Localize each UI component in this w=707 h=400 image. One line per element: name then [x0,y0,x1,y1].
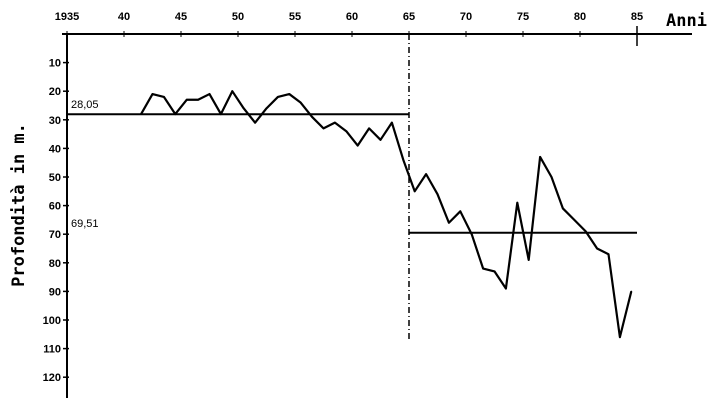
data-point [140,113,142,115]
y-tick-label: 60 [49,201,61,213]
y-tick-label: 10 [49,58,61,70]
data-point [391,121,393,124]
y-tick-label: 90 [49,286,61,298]
data-point [596,247,598,250]
data-point [151,93,154,95]
data-point [550,176,553,178]
data-point [459,210,462,213]
y-tick-label: 110 [43,344,61,356]
chart-ticks: 1935 40 45 50 55 60 65 70 75 80 85 10 20 30 40 50 60 70 80… [43,11,643,384]
y-tick-label: 30 [49,115,61,127]
data-point [573,219,576,221]
y-tick-label: 120 [43,372,61,384]
chart-series [140,90,633,339]
x-tick-label: 50 [232,11,244,23]
data-point [448,221,450,224]
data-point [242,107,245,110]
x-tick-label: 45 [175,11,187,23]
x-tick-label: 85 [631,11,643,23]
reference-label: 69,51 [71,218,99,230]
y-axis-label: Profondità in m. [9,123,29,287]
x-tick-label: 80 [574,11,586,23]
series-line [140,90,633,339]
data-point [185,98,188,101]
data-point [402,159,405,161]
y-tick-label: 80 [49,258,61,270]
data-point [356,144,359,147]
chart-axes [62,33,692,398]
data-point [413,190,416,193]
data-point [482,267,484,270]
data-point [493,270,496,273]
data-point [584,230,587,233]
data-point [516,201,519,204]
data-point [619,336,621,338]
x-tick-label: 1935 [55,11,79,23]
data-point [254,121,256,124]
chart-reference-lines: 28,05 69,51 [67,34,637,340]
data-point [208,93,211,95]
data-point [265,107,268,110]
data-point [299,101,302,104]
data-point [436,193,439,195]
x-tick-label: 65 [403,11,415,23]
y-tick-label: 20 [49,86,61,98]
x-tick-label: 55 [289,11,301,23]
data-point [288,93,291,95]
y-tick-label: 50 [49,172,61,184]
data-point [174,113,177,115]
data-point [220,113,222,115]
reference-label: 28,05 [71,99,99,111]
x-axis-label: Anni [666,11,707,31]
data-point [470,233,473,235]
y-tick-label: 100 [43,315,61,327]
data-point [630,290,633,293]
data-point [334,121,336,124]
x-tick-label: 70 [460,11,472,23]
data-point [607,253,610,256]
x-tick-label: 60 [346,11,358,23]
data-point [368,127,370,130]
data-point [345,130,348,133]
data-point [277,96,279,98]
y-tick-label: 70 [49,229,61,241]
data-point [379,139,382,141]
y-tick-label: 40 [49,143,61,155]
data-point [527,259,530,261]
data-point [539,156,541,158]
data-point [163,96,165,98]
x-tick-label: 40 [118,11,130,23]
data-point [505,287,507,290]
data-point [425,173,427,175]
data-point [562,207,564,210]
data-point [197,98,199,101]
data-point [231,90,234,92]
x-tick-label: 75 [517,11,529,23]
data-point [311,116,313,118]
data-point [322,127,325,130]
